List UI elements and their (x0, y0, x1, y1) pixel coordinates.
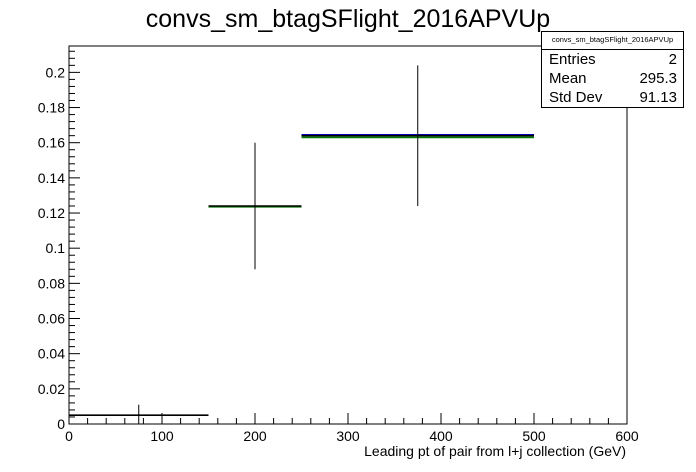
stats-row-entries: Entries 2 (542, 50, 683, 69)
stats-box: convs_sm_btagSFlight_2016APVUp Entries 2… (541, 31, 684, 108)
y-tick-label: 0.06 (38, 311, 65, 327)
stats-label-mean: Mean (549, 70, 587, 87)
y-tick-label: 0.18 (38, 100, 65, 116)
x-tick-label: 200 (243, 428, 267, 444)
stats-row-mean: Mean 295.3 (542, 69, 683, 88)
x-tick-label: 300 (336, 428, 360, 444)
stats-value-entries: 2 (668, 51, 677, 68)
stats-row-stddev: Std Dev 91.13 (542, 88, 683, 107)
x-axis: 0 100 200 300 400 500 600 (65, 413, 639, 444)
y-tick-label: 0.02 (38, 381, 65, 397)
x-tick-label: 400 (429, 428, 453, 444)
y-tick-label: 0.14 (38, 170, 65, 186)
x-tick-label: 100 (150, 428, 174, 444)
histogram-data (69, 65, 534, 424)
stats-value-stddev: 91.13 (639, 89, 677, 106)
x-axis-label: Leading pt of pair from l+j collection (… (364, 443, 626, 459)
y-tick-label: 0.1 (46, 240, 66, 256)
x-tick-label: 600 (615, 428, 639, 444)
y-tick-label: 0.04 (38, 346, 65, 362)
y-axis: 0 0.02 0.04 0.06 0.08 0.1 0.12 0.14 0.16 0.18 0.2 (38, 50, 80, 432)
y-tick-label: 0.12 (38, 205, 65, 221)
y-tick-label: 0.2 (46, 64, 66, 80)
stats-label-entries: Entries (549, 51, 596, 68)
y-tick-label: 0 (57, 416, 65, 432)
stats-label-stddev: Std Dev (549, 89, 603, 106)
y-tick-label: 0.08 (38, 275, 65, 291)
chart-title: convs_sm_btagSFlight_2016APVUp (145, 5, 551, 33)
stats-value-mean: 295.3 (639, 70, 677, 87)
x-tick-label: 500 (522, 428, 546, 444)
stats-box-title: convs_sm_btagSFlight_2016APVUp (542, 32, 683, 50)
y-tick-label: 0.16 (38, 135, 65, 151)
x-tick-label: 0 (65, 428, 73, 444)
